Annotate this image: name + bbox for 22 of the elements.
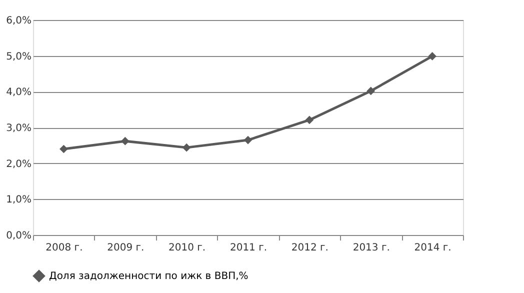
point — [428, 52, 436, 60]
y-tick-label: 3,0% — [6, 123, 32, 134]
y-tick-label: 6,0% — [6, 16, 32, 26]
point — [60, 144, 68, 154]
y-tick-label: 4,0% — [6, 87, 32, 98]
point — [120, 136, 130, 146]
point — [244, 136, 252, 144]
point — [366, 86, 376, 96]
x-tick-label: 2011 г. — [230, 242, 268, 254]
x-tick-label: 2009 г. — [107, 242, 144, 254]
y-tick-label: 2,0% — [6, 158, 32, 170]
y-tick-label: 1,0% — [6, 194, 32, 206]
x-tick-label: 2008 г. — [46, 242, 83, 254]
x-tick-label: 2013 г. — [352, 242, 390, 254]
x-tick-label: 2010 г. — [168, 242, 206, 254]
y-tick-label: 0,0% — [6, 230, 32, 242]
x-tick-label: 2014 г. — [414, 242, 452, 254]
y-tick-label: 5,0% — [6, 51, 32, 62]
legend-label: Доля задолженности по ижк в ВВП,% — [49, 271, 248, 282]
x-tick-label: 2012 г. — [291, 242, 328, 254]
point — [182, 143, 191, 152]
point — [305, 116, 314, 124]
